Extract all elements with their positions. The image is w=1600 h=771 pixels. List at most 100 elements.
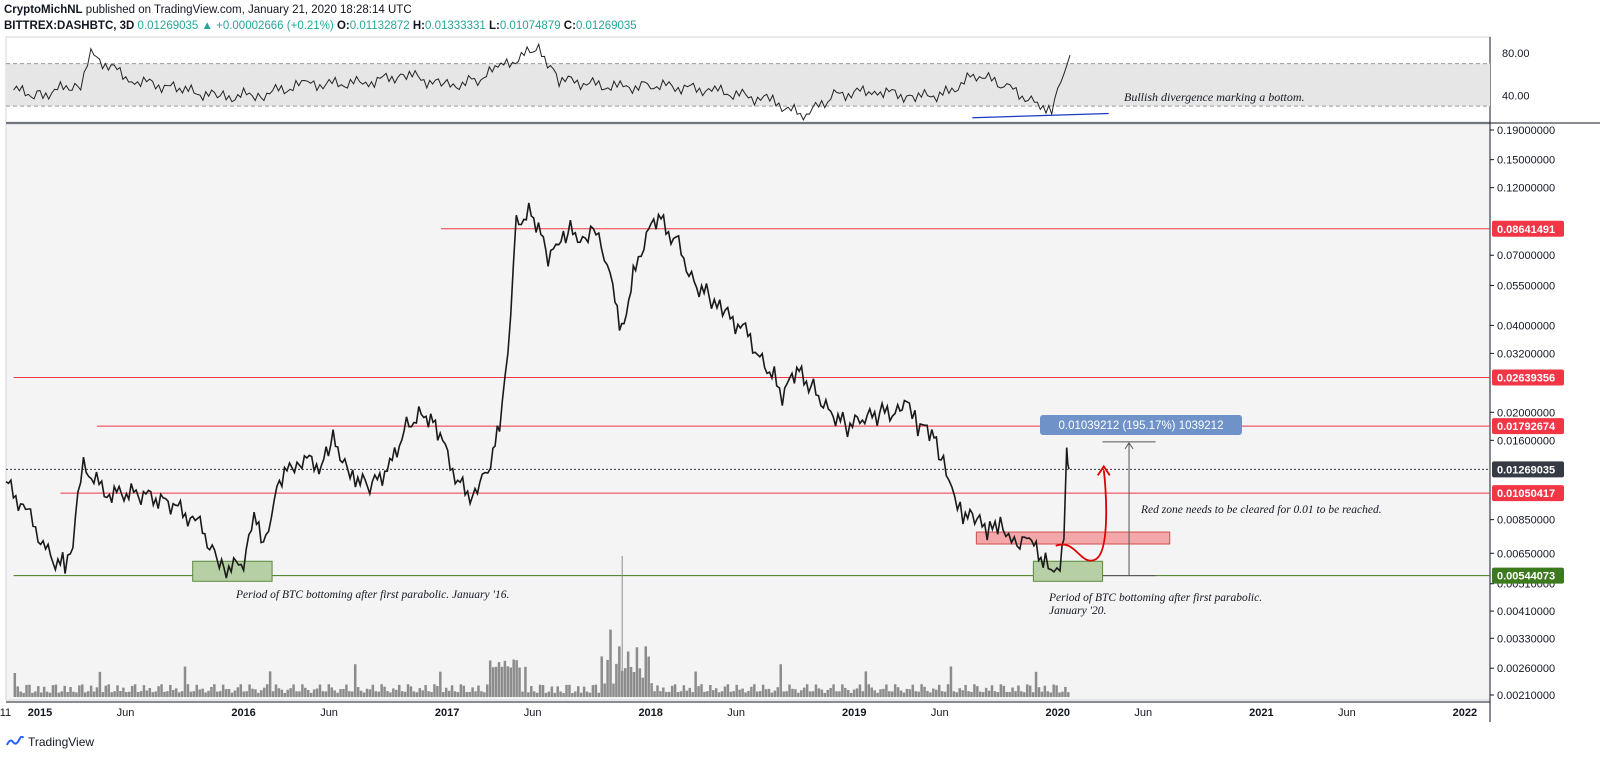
price-level-label: 0.00544073	[1497, 571, 1555, 583]
volume-bar	[148, 687, 152, 697]
symbol-label[interactable]: BITTREX:DASHBTC, 3D	[4, 20, 135, 32]
volume-bar	[562, 692, 565, 697]
footer: TradingView	[6, 735, 94, 749]
time-tick-label: 2018	[638, 707, 662, 719]
price-tick-label: 0.07000000	[1497, 250, 1555, 262]
volume-bar	[198, 689, 201, 697]
volume-bar	[1005, 691, 1008, 697]
rsi-divergence-line[interactable]	[972, 112, 1109, 119]
volume-bar	[1061, 691, 1064, 697]
volume-bar	[248, 684, 251, 697]
volume-bar	[183, 666, 187, 697]
close-label: C:	[563, 20, 576, 32]
volume-bar	[251, 688, 254, 697]
volume-bar	[86, 691, 90, 697]
volume-bar	[216, 691, 219, 697]
red-zone-note: Red zone needs to be cleared for 0.01 to…	[1140, 504, 1382, 516]
volume-bar	[808, 691, 812, 697]
volume-bar	[497, 662, 501, 697]
volume-bar	[174, 688, 178, 697]
volume-bar	[280, 689, 284, 697]
volume-bar	[770, 692, 774, 697]
volume-bar	[532, 691, 536, 697]
volume-bar	[758, 691, 762, 697]
volume-bar	[832, 684, 835, 697]
volume-bar	[1028, 685, 1032, 697]
volume-bar	[1008, 691, 1011, 697]
volume-bar	[917, 691, 920, 697]
price-pane[interactable]	[5, 123, 1491, 701]
volume-bar	[688, 687, 692, 697]
volume-bar	[662, 687, 665, 697]
volume-bar	[450, 685, 454, 697]
volume-bar	[356, 687, 360, 697]
volume-bar	[541, 685, 545, 697]
volume-bar	[667, 691, 671, 697]
volume-bar	[970, 691, 973, 697]
volume-bar	[254, 689, 257, 697]
projection-arrow[interactable]	[1055, 470, 1108, 562]
volume-bar	[741, 688, 744, 697]
bottom-zone-2020[interactable]	[1032, 560, 1104, 582]
volume-bar	[1002, 685, 1006, 697]
volume-bar	[195, 684, 199, 697]
volume-bar	[782, 691, 785, 697]
volume-bar	[556, 686, 559, 697]
volume-bar	[594, 684, 598, 697]
volume-bar	[19, 691, 22, 697]
volume-bar	[160, 684, 163, 697]
price-level-label: 0.08641491	[1497, 224, 1555, 236]
volume-bar	[307, 690, 310, 697]
volume-bar	[899, 690, 903, 697]
volume-bar	[397, 684, 401, 697]
volume-bar	[430, 691, 433, 697]
volume-bar	[207, 690, 210, 697]
volume-bar	[979, 691, 982, 697]
volume-bar	[371, 684, 375, 697]
volume-bar	[841, 684, 844, 697]
measurement-badge[interactable]	[1040, 415, 1242, 435]
volume-bar	[31, 692, 34, 697]
volume-bar	[45, 691, 49, 697]
publisher-name[interactable]: CryptoMichNL	[4, 4, 83, 16]
volume-bar	[330, 687, 333, 697]
red-resistance-zone[interactable]	[975, 531, 1171, 545]
volume-bar	[665, 691, 668, 697]
volume-bar	[996, 692, 1000, 697]
price-tick-label: 0.00210000	[1497, 690, 1555, 702]
volume-bar	[295, 691, 298, 697]
chart-header: CryptoMichNL published on TradingView.co…	[4, 2, 637, 34]
volume-bar	[262, 687, 266, 697]
volume-bar	[415, 692, 419, 697]
bottom-note-2020-line1: Period of BTC bottoming after first para…	[1048, 592, 1262, 604]
volume-bar	[618, 646, 621, 697]
volume-bar	[653, 691, 656, 697]
volume-bar	[600, 656, 603, 697]
volume-bar	[940, 691, 944, 697]
volume-bar	[433, 684, 436, 697]
price-level-badge	[1492, 418, 1564, 435]
volume-bar	[538, 684, 542, 697]
volume-bar	[896, 687, 900, 697]
time-tick-label: 2017	[435, 707, 459, 719]
volume-bar	[776, 687, 780, 697]
volume-bar	[471, 687, 474, 697]
volume-bar	[890, 691, 894, 697]
time-tick-label: 2019	[842, 707, 866, 719]
volume-bar	[257, 692, 260, 697]
volume-bar	[309, 692, 313, 697]
volume-bar	[635, 647, 639, 697]
volume-bar	[324, 691, 328, 697]
volume-bar	[987, 690, 991, 697]
volume-bar	[791, 688, 794, 697]
rsi-line[interactable]	[13, 42, 1071, 122]
volume-bar	[298, 691, 301, 697]
volume-bar	[157, 686, 160, 697]
volume-bar	[122, 687, 125, 697]
price-line[interactable]	[5, 202, 1070, 579]
volume-bar	[166, 691, 169, 697]
footer-brand[interactable]: TradingView	[28, 735, 95, 749]
volume-bar	[976, 686, 979, 697]
volume-bar	[565, 684, 568, 697]
